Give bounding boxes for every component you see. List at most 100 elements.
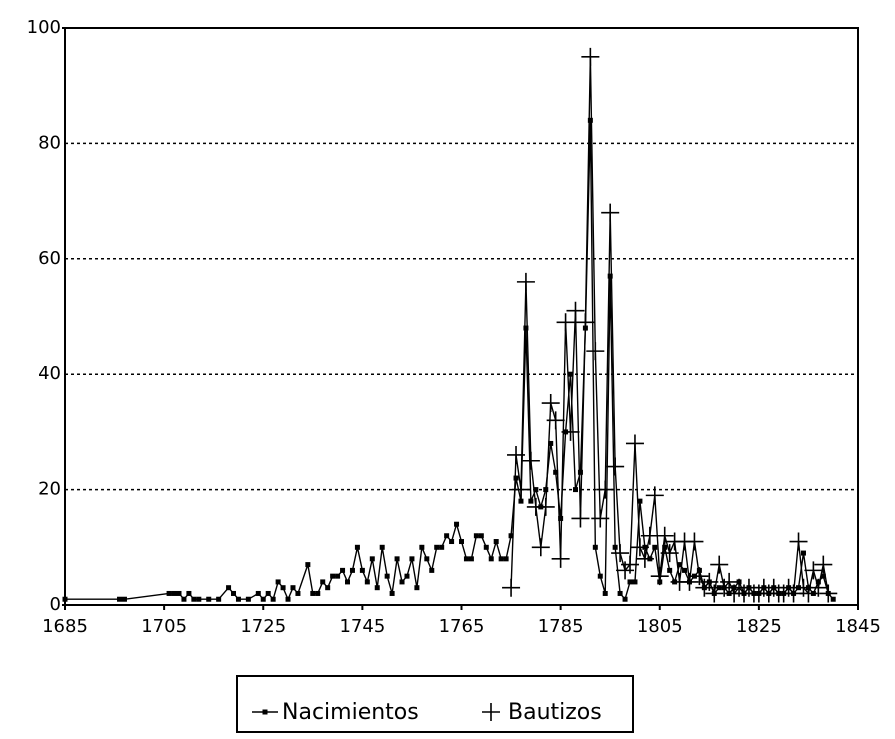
point-marker bbox=[621, 555, 640, 574]
point-marker bbox=[502, 578, 521, 597]
legend-box bbox=[236, 675, 634, 733]
point-marker bbox=[617, 590, 623, 596]
point-marker bbox=[627, 579, 633, 585]
point-marker bbox=[255, 590, 261, 596]
point-marker bbox=[449, 539, 455, 545]
point-marker bbox=[315, 590, 321, 596]
point-marker bbox=[632, 579, 638, 585]
point-marker bbox=[340, 567, 346, 573]
x-tick-label: 1725 bbox=[240, 616, 286, 637]
point-marker bbox=[558, 515, 564, 521]
point-marker bbox=[409, 556, 415, 562]
point-marker bbox=[533, 487, 539, 493]
point-marker bbox=[561, 422, 580, 441]
point-marker bbox=[414, 585, 420, 591]
point-marker bbox=[577, 469, 583, 475]
point-marker bbox=[586, 342, 605, 361]
point-marker bbox=[275, 579, 281, 585]
point-marker bbox=[612, 544, 618, 550]
y-tick-label: 60 bbox=[38, 248, 61, 269]
y-tick-label: 100 bbox=[27, 17, 61, 38]
point-marker bbox=[536, 497, 555, 516]
y-tick-label: 80 bbox=[38, 132, 61, 153]
point-marker bbox=[270, 596, 276, 602]
point-marker bbox=[117, 596, 123, 602]
point-marker bbox=[196, 596, 202, 602]
point-marker bbox=[345, 579, 351, 585]
point-marker bbox=[335, 573, 341, 579]
point-marker bbox=[597, 573, 603, 579]
point-marker bbox=[498, 556, 504, 562]
point-marker bbox=[191, 596, 197, 602]
x-tick-label: 1705 bbox=[141, 616, 187, 637]
point-marker bbox=[508, 533, 514, 539]
point-marker bbox=[601, 203, 620, 222]
point-marker bbox=[374, 585, 380, 591]
point-marker bbox=[645, 486, 664, 505]
point-marker bbox=[439, 544, 445, 550]
point-marker bbox=[62, 596, 68, 602]
point-marker bbox=[830, 596, 836, 602]
point-marker bbox=[379, 544, 385, 550]
point-marker bbox=[513, 475, 519, 481]
legend-label: Bautizos bbox=[508, 700, 602, 725]
point-marker bbox=[571, 509, 590, 528]
point-marker bbox=[607, 273, 613, 279]
point-marker bbox=[463, 556, 469, 562]
point-marker bbox=[660, 544, 679, 563]
point-marker bbox=[399, 579, 405, 585]
point-marker bbox=[483, 544, 489, 550]
point-marker bbox=[493, 539, 499, 545]
point-marker bbox=[789, 532, 808, 551]
point-marker bbox=[581, 47, 600, 66]
point-marker bbox=[572, 487, 578, 493]
point-marker bbox=[354, 544, 360, 550]
point-marker bbox=[521, 451, 540, 470]
point-marker bbox=[404, 573, 410, 579]
point-marker bbox=[523, 325, 529, 331]
point-marker bbox=[265, 590, 271, 596]
legend-label: Nacimientos bbox=[282, 700, 419, 725]
point-marker bbox=[606, 457, 625, 476]
point-marker bbox=[349, 567, 355, 573]
point-marker bbox=[819, 584, 838, 603]
point-marker bbox=[809, 578, 828, 597]
series-line bbox=[65, 120, 834, 602]
point-marker bbox=[235, 596, 241, 602]
point-marker bbox=[596, 480, 615, 499]
point-marker bbox=[635, 549, 654, 568]
point-marker bbox=[166, 590, 172, 596]
point-marker bbox=[285, 596, 291, 602]
point-marker bbox=[325, 585, 331, 591]
point-marker bbox=[677, 562, 683, 568]
point-marker bbox=[310, 590, 316, 596]
point-marker bbox=[488, 556, 494, 562]
point-marker bbox=[576, 313, 595, 332]
point-marker bbox=[245, 596, 251, 602]
point-marker bbox=[622, 596, 628, 602]
point-marker bbox=[637, 498, 643, 504]
point-marker bbox=[528, 498, 534, 504]
point-marker bbox=[459, 539, 464, 545]
point-marker bbox=[710, 555, 729, 574]
point-marker bbox=[667, 567, 673, 573]
series-line bbox=[510, 56, 829, 596]
point-marker bbox=[518, 498, 524, 504]
point-marker bbox=[630, 538, 649, 557]
point-marker bbox=[591, 509, 610, 528]
point-marker bbox=[705, 584, 724, 603]
x-tick-label: 1685 bbox=[42, 616, 88, 637]
y-tick-label: 0 bbox=[50, 594, 61, 615]
x-tick-label: 1805 bbox=[637, 616, 683, 637]
point-marker bbox=[226, 585, 232, 591]
point-marker bbox=[568, 371, 574, 377]
point-marker bbox=[454, 521, 460, 527]
point-marker bbox=[662, 544, 668, 550]
point-marker bbox=[543, 487, 549, 493]
point-marker bbox=[680, 572, 699, 591]
y-tick-label: 20 bbox=[38, 479, 61, 500]
point-marker bbox=[121, 596, 127, 602]
point-marker bbox=[359, 567, 365, 573]
point-marker bbox=[611, 544, 630, 563]
